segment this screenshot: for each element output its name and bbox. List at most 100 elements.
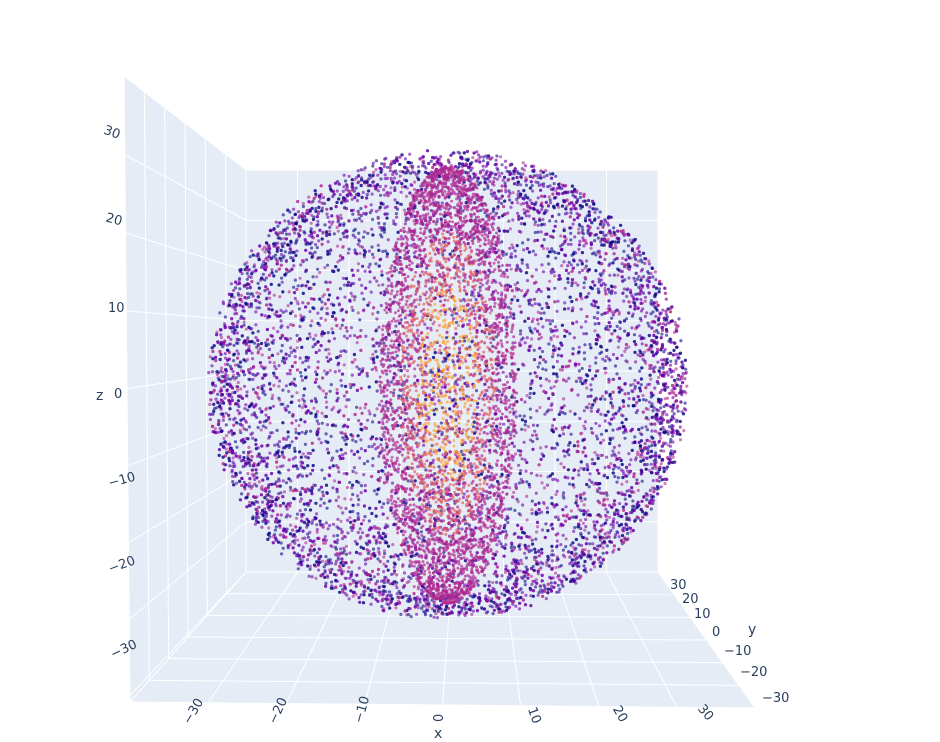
data-point bbox=[538, 173, 542, 177]
data-point bbox=[360, 283, 364, 287]
data-point bbox=[540, 183, 544, 187]
data-point bbox=[237, 293, 241, 297]
data-point bbox=[233, 451, 237, 455]
data-point bbox=[400, 185, 404, 189]
data-point bbox=[463, 607, 467, 611]
data-point bbox=[588, 342, 592, 347]
data-point bbox=[270, 396, 274, 401]
data-point bbox=[666, 373, 670, 377]
data-point bbox=[287, 251, 291, 255]
data-point bbox=[554, 380, 558, 384]
data-point bbox=[474, 389, 479, 393]
data-point bbox=[297, 543, 301, 547]
data-point bbox=[611, 526, 615, 530]
data-point bbox=[613, 291, 617, 295]
data-point bbox=[480, 408, 484, 412]
data-point bbox=[380, 162, 384, 166]
data-point bbox=[567, 376, 571, 380]
data-point bbox=[280, 244, 285, 249]
data-point bbox=[284, 384, 288, 388]
data-point bbox=[424, 236, 428, 240]
data-point bbox=[593, 239, 597, 243]
data-point bbox=[604, 371, 608, 375]
data-point bbox=[324, 400, 329, 404]
data-point bbox=[298, 356, 302, 360]
data-point bbox=[301, 397, 305, 401]
data-point bbox=[511, 341, 515, 345]
data-point bbox=[553, 286, 557, 290]
data-point bbox=[520, 427, 524, 431]
data-point bbox=[513, 283, 517, 287]
data-point bbox=[504, 529, 508, 534]
data-point bbox=[496, 506, 500, 510]
data-point bbox=[497, 171, 501, 175]
data-point bbox=[362, 473, 366, 477]
data-point bbox=[267, 490, 271, 494]
scatter-points bbox=[207, 149, 689, 620]
data-point bbox=[264, 426, 268, 430]
data-point bbox=[376, 557, 380, 561]
data-point bbox=[571, 347, 575, 351]
data-point bbox=[316, 311, 320, 315]
data-point bbox=[320, 206, 325, 210]
data-point bbox=[235, 421, 239, 425]
data-point bbox=[632, 490, 636, 494]
data-point bbox=[277, 479, 281, 483]
floor-grid-line bbox=[129, 701, 756, 709]
data-point bbox=[329, 434, 333, 438]
data-point bbox=[351, 212, 355, 216]
data-point bbox=[523, 428, 527, 432]
data-point bbox=[569, 231, 573, 235]
data-point bbox=[615, 521, 619, 525]
data-point bbox=[288, 514, 292, 518]
data-point bbox=[334, 498, 338, 502]
data-point bbox=[529, 594, 533, 598]
data-point bbox=[583, 357, 587, 361]
data-point bbox=[364, 334, 368, 338]
data-point bbox=[326, 215, 330, 219]
data-point bbox=[508, 486, 512, 490]
data-point bbox=[399, 612, 403, 617]
data-point bbox=[626, 287, 630, 291]
data-point bbox=[554, 174, 558, 178]
data-point bbox=[582, 503, 586, 507]
data-point bbox=[621, 414, 625, 418]
data-point bbox=[258, 292, 262, 296]
data-point bbox=[298, 324, 302, 329]
data-point bbox=[595, 437, 600, 441]
data-point bbox=[342, 394, 346, 398]
data-point bbox=[268, 421, 272, 425]
data-point bbox=[662, 449, 666, 453]
data-point bbox=[377, 547, 381, 551]
data-point bbox=[612, 445, 617, 449]
data-point bbox=[583, 420, 588, 424]
data-point bbox=[601, 438, 606, 442]
data-point bbox=[406, 479, 410, 483]
data-point bbox=[556, 458, 560, 462]
data-point bbox=[382, 394, 386, 398]
data-point bbox=[322, 369, 326, 373]
data-point bbox=[597, 215, 601, 219]
data-point bbox=[561, 553, 566, 557]
data-point bbox=[579, 518, 583, 523]
data-point bbox=[617, 444, 622, 448]
data-point bbox=[363, 406, 367, 410]
data-point bbox=[317, 568, 321, 572]
data-point bbox=[314, 370, 318, 374]
data-point bbox=[355, 199, 360, 203]
data-point bbox=[295, 299, 299, 303]
data-point bbox=[223, 315, 227, 319]
data-point bbox=[495, 154, 499, 158]
data-point bbox=[413, 180, 417, 184]
data-point bbox=[303, 442, 307, 446]
data-point bbox=[546, 558, 550, 562]
data-point bbox=[550, 549, 555, 553]
data-point bbox=[316, 219, 320, 223]
data-point bbox=[421, 604, 425, 608]
data-point bbox=[439, 155, 443, 159]
data-point bbox=[353, 358, 357, 362]
data-point bbox=[534, 268, 539, 272]
data-point bbox=[278, 295, 282, 299]
data-point bbox=[452, 206, 456, 210]
